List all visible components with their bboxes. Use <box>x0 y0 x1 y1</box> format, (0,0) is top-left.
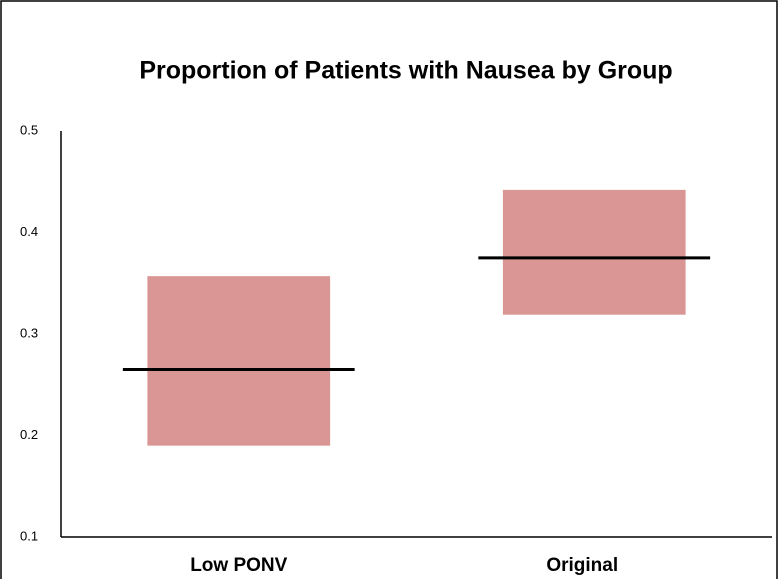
y-tick-label: 0.5 <box>20 122 38 137</box>
x-tick-label: Low PONV <box>190 555 287 576</box>
range-box <box>147 276 331 446</box>
y-tick-label: 0.2 <box>20 427 38 442</box>
range-box <box>502 189 686 315</box>
chart-title: Proportion of Patients with Nausea by Gr… <box>139 57 672 85</box>
y-tick-label: 0.3 <box>20 325 38 340</box>
y-tick-label: 0.1 <box>20 528 38 543</box>
x-tick-label: Original <box>546 555 618 576</box>
y-tick-label: 0.4 <box>20 224 38 239</box>
